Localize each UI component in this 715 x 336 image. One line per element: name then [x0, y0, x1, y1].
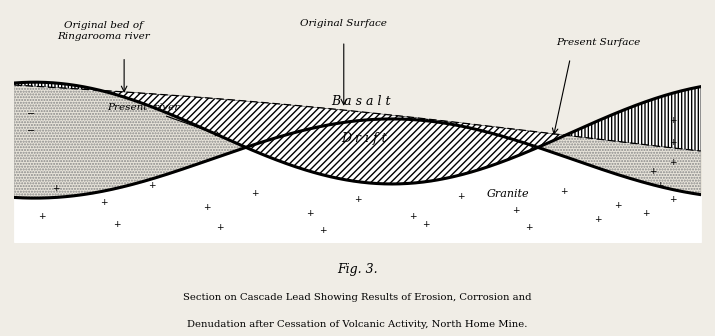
Text: +: + — [669, 158, 677, 167]
Text: +: + — [114, 220, 121, 229]
Text: +: + — [649, 167, 656, 176]
Text: +: + — [656, 181, 664, 190]
Text: +: + — [100, 198, 107, 207]
Text: +: + — [669, 116, 677, 125]
Text: +: + — [457, 192, 464, 201]
Text: +: + — [642, 209, 649, 218]
Text: +: + — [669, 138, 677, 148]
Text: +: + — [423, 220, 430, 229]
Text: +: + — [251, 190, 258, 198]
Text: Present  river: Present river — [107, 103, 220, 136]
Text: +: + — [38, 212, 46, 221]
Text: +: + — [669, 195, 677, 204]
Text: Original bed of
Ringarooma river: Original bed of Ringarooma river — [57, 22, 150, 41]
Text: D r i f t: D r i f t — [342, 132, 388, 145]
Text: +: + — [306, 209, 313, 218]
Text: Granite: Granite — [487, 189, 530, 199]
Text: +: + — [203, 204, 210, 212]
Text: +: + — [615, 201, 622, 210]
Text: B a s a l t: B a s a l t — [331, 95, 390, 109]
Text: Original Surface: Original Surface — [300, 18, 388, 28]
Text: +: + — [217, 223, 224, 232]
Text: −: − — [27, 127, 36, 136]
Text: Section on Cascade Lead Showing Results of Erosion, Corrosion and: Section on Cascade Lead Showing Results … — [183, 293, 532, 302]
Text: +: + — [51, 184, 59, 193]
Text: +: + — [320, 226, 327, 235]
Text: Fig. 3.: Fig. 3. — [337, 262, 378, 276]
Text: Present Surface: Present Surface — [556, 38, 641, 47]
Text: +: + — [594, 215, 601, 224]
Text: +: + — [512, 206, 519, 215]
Text: +: + — [560, 186, 567, 196]
Text: +: + — [354, 195, 361, 204]
Text: Denudation after Cessation of Volcanic Activity, North Home Mine.: Denudation after Cessation of Volcanic A… — [187, 320, 528, 329]
Text: +: + — [526, 223, 533, 232]
Text: +: + — [148, 181, 155, 190]
Text: −: − — [27, 110, 36, 119]
Text: +: + — [409, 212, 416, 221]
